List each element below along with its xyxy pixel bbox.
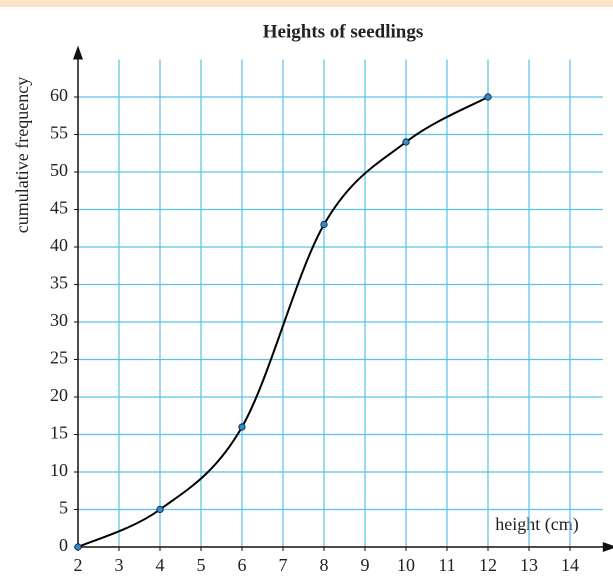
x-tick-label: 7 [279,555,288,575]
x-tick-label: 4 [156,555,165,575]
x-tick-label: 12 [479,555,497,575]
y-tick-label: 25 [50,348,68,368]
x-tick-label: 9 [361,555,370,575]
top-strip [0,0,613,7]
data-point [402,138,410,146]
y-tick-label: 50 [50,160,68,180]
data-point [484,93,492,101]
y-tick-label: 40 [50,235,68,255]
data-point [156,505,164,514]
y-tick-label: 30 [50,310,68,330]
y-axis-arrow [73,45,83,60]
chart-title: Heights of seedlings [263,21,423,42]
y-tick-label: 45 [50,198,68,218]
y-tick-label: 15 [50,423,68,443]
x-tick-label: 13 [520,555,538,575]
x-axis-label: height (cm) [495,514,578,535]
x-tick-label: 10 [397,555,415,575]
y-tick-label: 60 [50,85,68,105]
x-tick-label: 3 [115,555,124,575]
x-tick-label: 5 [197,555,206,575]
x-tick-label: 14 [561,555,579,575]
data-point [320,220,328,229]
y-tick-label: 55 [50,123,68,143]
data-point [238,423,246,431]
x-tick-label: 11 [438,555,455,575]
y-axis-label: cumulative frequency [12,77,32,233]
y-tick-label: 35 [50,273,68,293]
y-tick-label: 5 [59,498,68,518]
x-tick-label: 6 [238,555,247,575]
x-tick-label: 8 [320,555,329,575]
y-tick-label: 20 [50,385,68,405]
y-tick-label: 10 [50,460,68,480]
x-axis-arrow [602,542,613,552]
y-tick-label: 0 [59,535,68,555]
data-point [74,543,82,551]
x-tick-label: 2 [74,555,83,575]
